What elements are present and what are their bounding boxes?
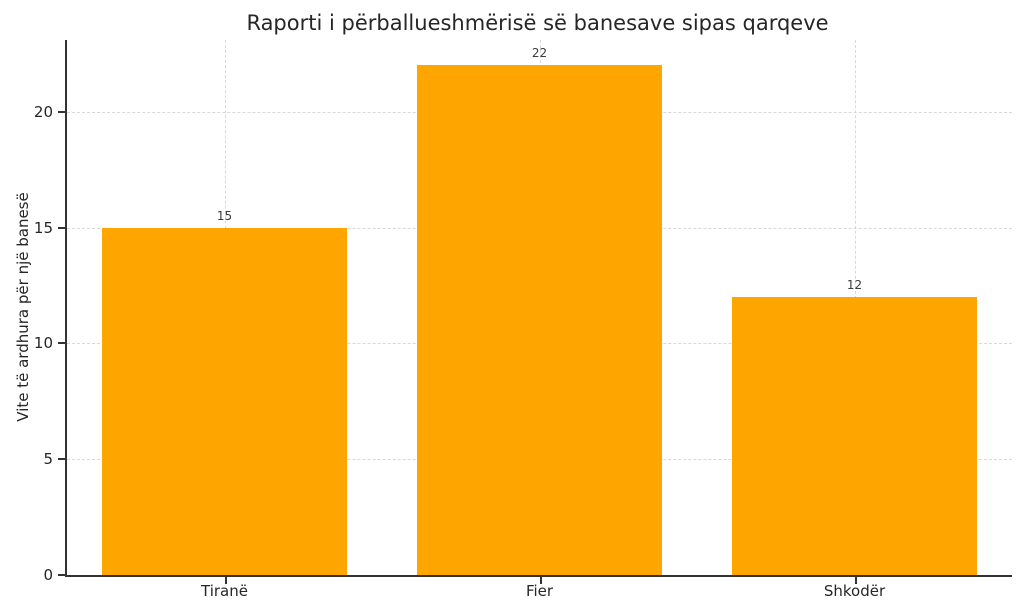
y-tick-label: 15 [33,218,53,237]
y-tick-label: 5 [43,450,53,469]
x-tick-mark [224,577,227,584]
plot-area: 0 5 10 15 20 15 Tiranë 22 Fier 12 Shkodër [34,40,1012,600]
x-tick-label: Tiranë [201,582,248,600]
x-tick-label: Shkodër [823,582,886,600]
y-tick-mark [58,458,65,461]
x-tick-mark [539,577,542,584]
bar-tirane [101,227,348,575]
x-tick-label: Fier [525,582,554,600]
y-tick-label: 0 [43,566,53,584]
y-tick-mark [58,226,65,229]
bar-value-label: 15 [216,208,233,223]
bar-shkoder [731,297,978,575]
chart-title: Raporti i përballueshmërisë së banesave … [246,11,829,35]
bar-value-label: 22 [531,46,548,61]
x-tick-mark [854,577,857,584]
y-tick-mark [58,342,65,345]
bar-fier [416,65,663,575]
y-tick-label: 20 [33,102,53,121]
y-tick-mark [58,574,65,576]
y-tick-mark [58,110,65,113]
bar-value-label: 12 [846,278,863,293]
y-tick-label: 10 [33,334,53,353]
